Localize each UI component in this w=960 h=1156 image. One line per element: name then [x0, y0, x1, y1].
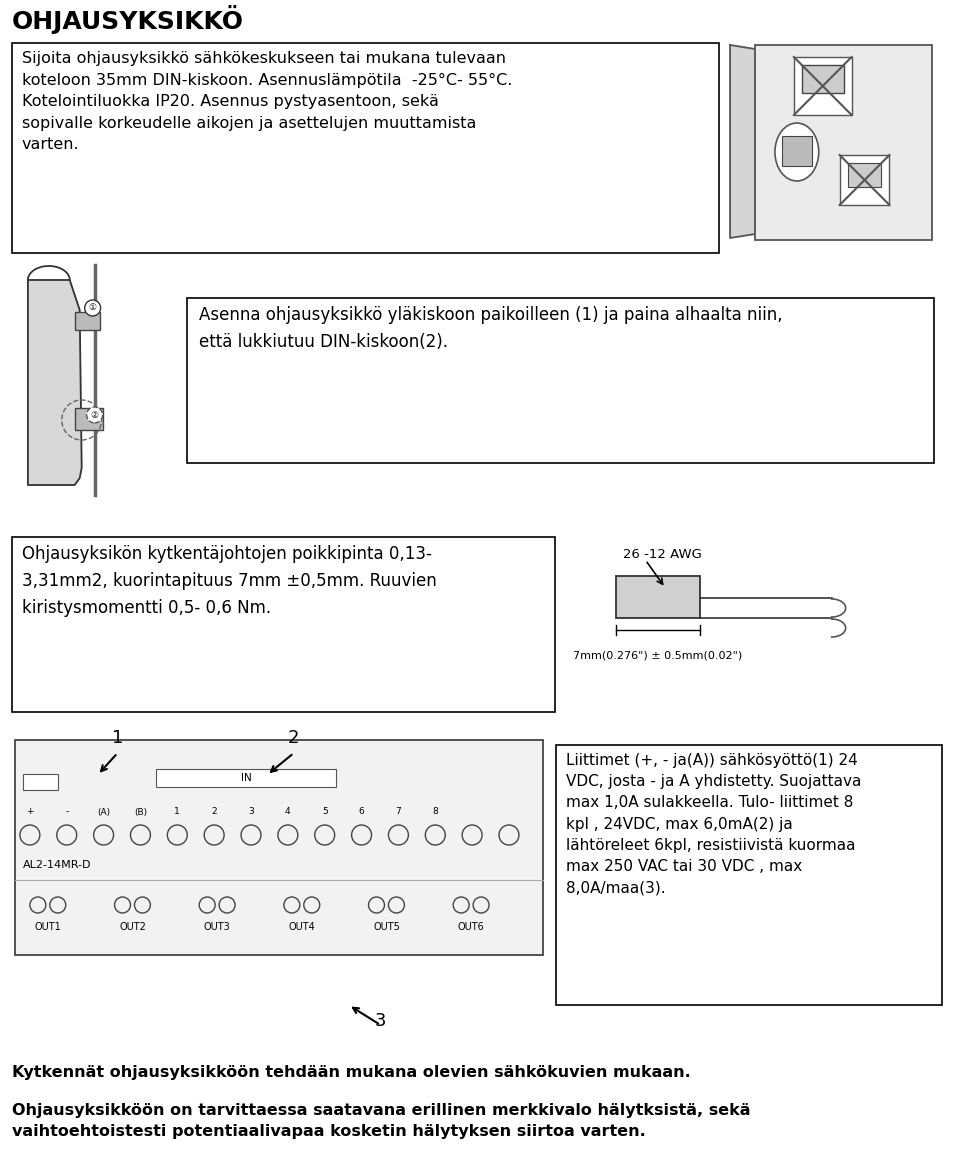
- Circle shape: [86, 407, 103, 423]
- Text: (B): (B): [133, 808, 147, 816]
- Text: 7mm(0.276") ± 0.5mm(0.02"): 7mm(0.276") ± 0.5mm(0.02"): [573, 650, 742, 660]
- Text: 1: 1: [112, 729, 123, 747]
- FancyBboxPatch shape: [23, 775, 58, 790]
- Text: Ohjausyksikköön on tarvittaessa saatavana erillinen merkkivalo hälytksistä, sekä: Ohjausyksikköön on tarvittaessa saatavan…: [12, 1103, 751, 1139]
- Text: IN: IN: [241, 773, 252, 783]
- Text: OUT4: OUT4: [288, 922, 315, 932]
- Text: ②: ②: [90, 410, 99, 420]
- FancyBboxPatch shape: [12, 538, 555, 712]
- FancyBboxPatch shape: [15, 740, 542, 955]
- Text: 2: 2: [211, 808, 217, 816]
- Circle shape: [84, 301, 101, 316]
- Text: 3: 3: [248, 808, 253, 816]
- Text: -: -: [65, 808, 68, 816]
- Text: OUT3: OUT3: [204, 922, 230, 932]
- Text: 8: 8: [432, 808, 438, 816]
- Text: 6: 6: [359, 808, 365, 816]
- Text: Liittimet (+, - ja(A)) sähkösyöttö(1) 24
VDC, josta - ja A yhdistetty. Suojattav: Liittimet (+, - ja(A)) sähkösyöttö(1) 24…: [565, 753, 861, 896]
- FancyBboxPatch shape: [556, 744, 943, 1005]
- Polygon shape: [28, 280, 82, 486]
- Text: OUT5: OUT5: [373, 922, 400, 932]
- Text: OUT2: OUT2: [119, 922, 146, 932]
- Text: OUT1: OUT1: [35, 922, 61, 932]
- FancyBboxPatch shape: [75, 312, 100, 329]
- Text: Ohjausyksikön kytkentäjohtojen poikkipinta 0,13-
3,31mm2, kuorintapituus 7mm ±0,: Ohjausyksikön kytkentäjohtojen poikkipin…: [22, 544, 437, 617]
- Ellipse shape: [775, 123, 819, 181]
- FancyBboxPatch shape: [187, 298, 934, 464]
- FancyBboxPatch shape: [615, 576, 700, 618]
- Text: Sijoita ohjausyksikkö sähkökeskukseen tai mukana tulevaan
koteloon 35mm DIN-kisk: Sijoita ohjausyksikkö sähkökeskukseen ta…: [22, 51, 513, 153]
- FancyBboxPatch shape: [12, 43, 719, 253]
- Text: AL2-14MR-D: AL2-14MR-D: [23, 860, 91, 870]
- Text: 7: 7: [396, 808, 401, 816]
- Text: Asenna ohjausyksikkö yläkiskoon paikoilleen (1) ja paina alhaalta niin,
että luk: Asenna ohjausyksikkö yläkiskoon paikoill…: [200, 306, 782, 351]
- FancyBboxPatch shape: [840, 155, 890, 205]
- Text: 3: 3: [374, 1012, 386, 1030]
- Text: 2: 2: [288, 729, 300, 747]
- FancyBboxPatch shape: [848, 163, 881, 187]
- Polygon shape: [731, 45, 755, 238]
- Text: OHJAUSYKSIKKÖ: OHJAUSYKSIKKÖ: [12, 5, 244, 34]
- Text: 5: 5: [322, 808, 327, 816]
- Text: ①: ①: [88, 304, 97, 312]
- Text: +: +: [26, 808, 34, 816]
- Text: (A): (A): [97, 808, 110, 816]
- FancyBboxPatch shape: [794, 57, 852, 114]
- FancyBboxPatch shape: [781, 136, 812, 166]
- Text: Kytkennät ohjausyksikköön tehdään mukana olevien sähkökuvien mukaan.: Kytkennät ohjausyksikköön tehdään mukana…: [12, 1065, 690, 1080]
- FancyBboxPatch shape: [75, 408, 103, 430]
- Text: 1: 1: [175, 808, 180, 816]
- Text: OUT6: OUT6: [458, 922, 485, 932]
- FancyBboxPatch shape: [156, 769, 336, 787]
- FancyBboxPatch shape: [755, 45, 932, 240]
- FancyBboxPatch shape: [802, 65, 844, 92]
- Text: 26 -12 AWG: 26 -12 AWG: [622, 548, 702, 561]
- Text: 4: 4: [285, 808, 291, 816]
